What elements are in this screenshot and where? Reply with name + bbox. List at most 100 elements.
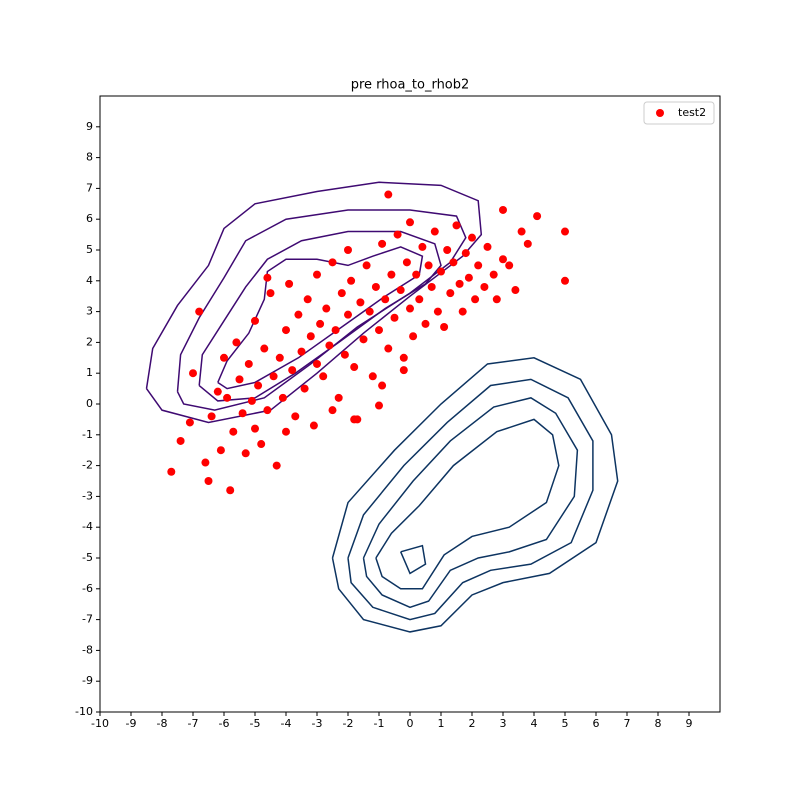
scatter-point <box>440 323 449 331</box>
x-tick-label: -9 <box>126 717 137 730</box>
x-tick-label: 3 <box>500 717 507 730</box>
scatter-point <box>517 227 526 236</box>
scatter-point <box>483 242 492 251</box>
y-tick-label: 3 <box>86 305 93 318</box>
x-tick-label: -1 <box>374 717 385 730</box>
scatter-point <box>319 372 328 381</box>
scatter-point <box>309 421 318 430</box>
y-tick-label: -7 <box>82 613 93 626</box>
scatter-point <box>412 270 421 279</box>
x-tick-label: -4 <box>281 717 292 730</box>
scatter-point <box>303 295 312 304</box>
scatter-point <box>275 353 284 362</box>
scatter-point <box>331 326 340 335</box>
scatter-point <box>201 458 210 467</box>
scatter-point <box>468 233 476 242</box>
x-tick-label: -7 <box>188 717 199 730</box>
scatter-point <box>561 227 569 236</box>
scatter-point <box>297 347 306 356</box>
scatter-point <box>390 313 399 322</box>
scatter-point <box>282 326 290 335</box>
x-tick-label: -3 <box>312 717 323 730</box>
scatter-point <box>282 427 290 436</box>
scatter-point <box>381 295 390 304</box>
scatter-point <box>375 326 383 335</box>
scatter-point <box>455 279 464 288</box>
scatter-point <box>167 467 176 476</box>
scatter-point <box>291 412 300 421</box>
scatter-point <box>300 384 309 393</box>
scatter-point <box>285 279 294 288</box>
scatter-point <box>334 393 343 402</box>
y-tick-label: 0 <box>86 397 93 410</box>
scatter-point <box>313 270 321 279</box>
x-tick-label: 1 <box>438 717 445 730</box>
legend-label: test2 <box>678 106 706 119</box>
scatter-point <box>452 221 461 230</box>
y-tick-label: -6 <box>82 582 93 595</box>
x-tick-label: 8 <box>655 717 662 730</box>
scatter-point <box>263 406 272 415</box>
scatter-point <box>499 205 507 214</box>
scatter-point <box>260 344 269 353</box>
scatter-point <box>241 449 250 458</box>
scatter-point <box>257 440 266 449</box>
scatter-point <box>266 289 275 298</box>
scatter-point <box>350 415 359 424</box>
scatter-point <box>328 406 337 415</box>
scatter-point <box>350 363 359 372</box>
scatter-point <box>247 396 256 405</box>
scatter-point <box>251 316 259 325</box>
scatter-point <box>213 387 222 396</box>
y-tick-label: 9 <box>86 120 93 133</box>
scatter-point <box>232 338 241 347</box>
scatter-point <box>356 298 365 307</box>
y-tick-label: 1 <box>86 366 93 379</box>
scatter-point <box>533 212 542 221</box>
scatter-point <box>359 335 368 344</box>
scatter-point <box>387 270 396 279</box>
x-tick-label: -8 <box>157 717 168 730</box>
scatter-point <box>272 461 281 470</box>
scatter-point <box>461 249 470 258</box>
scatter-point <box>523 239 532 248</box>
plot-frame <box>99 95 721 713</box>
scatter-point <box>278 393 287 402</box>
scatter-point <box>458 307 467 316</box>
scatter-point <box>288 366 297 375</box>
scatter-point <box>480 282 489 291</box>
scatter-point <box>189 369 197 378</box>
scatter-point <box>393 230 402 239</box>
y-tick-label: 7 <box>86 181 93 194</box>
scatter-point <box>399 366 408 375</box>
y-tick-label: -9 <box>82 674 93 687</box>
contour-line <box>362 397 579 609</box>
y-tick-label: 2 <box>86 335 93 348</box>
y-tick-label: -4 <box>82 520 93 533</box>
contour-line <box>347 378 594 621</box>
scatter-point <box>378 381 387 390</box>
x-tick-label: 7 <box>624 717 631 730</box>
scatter-point <box>511 286 520 295</box>
scatter-point <box>316 319 325 328</box>
scatter-point <box>409 332 418 341</box>
scatter-point <box>406 304 414 313</box>
y-tick-label: -3 <box>82 489 93 502</box>
scatter-point <box>325 341 334 350</box>
scatter-point <box>269 372 278 381</box>
scatter-point <box>443 246 452 254</box>
y-tick-label: 4 <box>86 274 93 287</box>
legend-marker <box>656 109 664 117</box>
scatter-point <box>430 227 439 236</box>
x-tick-label: 0 <box>407 717 414 730</box>
chart-title: pre rhoa_to_rhob2 <box>351 78 470 93</box>
x-tick-label: 5 <box>562 717 569 730</box>
y-tick-label: -10 <box>75 705 93 718</box>
y-tick-label: 6 <box>86 212 93 225</box>
scatter-point <box>505 261 514 270</box>
scatter-point <box>399 353 408 362</box>
y-tick-label: 8 <box>86 151 93 164</box>
scatter-point <box>561 276 569 285</box>
scatter-point <box>499 255 507 264</box>
